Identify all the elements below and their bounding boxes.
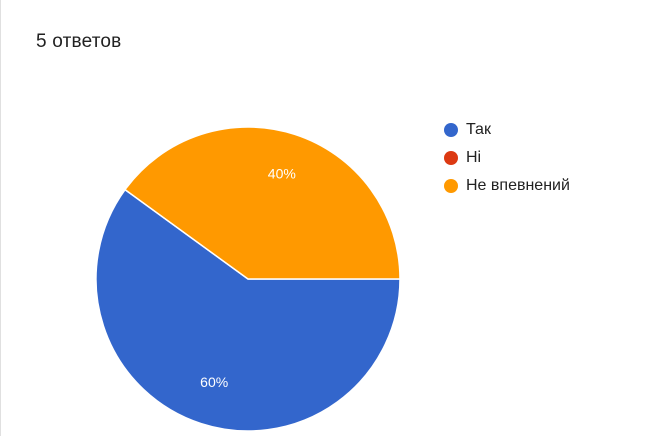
legend-swatch-icon — [444, 123, 458, 137]
pie-label-так: 60% — [200, 374, 228, 390]
responses-count: 5 ответов — [36, 31, 122, 52]
legend-swatch-icon — [444, 179, 458, 193]
pie-slice-labels: 60% 40% — [200, 166, 296, 390]
pie-slice-не-впевнений — [123, 126, 401, 280]
chart-legend: Так Ні Не впевнений — [444, 116, 570, 200]
legend-item-ні[interactable]: Ні — [444, 144, 570, 172]
legend-label: Так — [466, 121, 491, 138]
pie-label-не-впевнений: 40% — [268, 166, 296, 182]
legend-label: Не впевнений — [466, 177, 570, 194]
legend-item-так[interactable]: Так — [444, 116, 570, 144]
legend-swatch-icon — [444, 151, 458, 165]
pie-slices — [95, 126, 401, 432]
pie-slice-так — [95, 188, 401, 432]
left-border — [0, 0, 1, 436]
legend-label: Ні — [466, 149, 482, 166]
legend-item-не-впевнений[interactable]: Не впевнений — [444, 172, 570, 200]
